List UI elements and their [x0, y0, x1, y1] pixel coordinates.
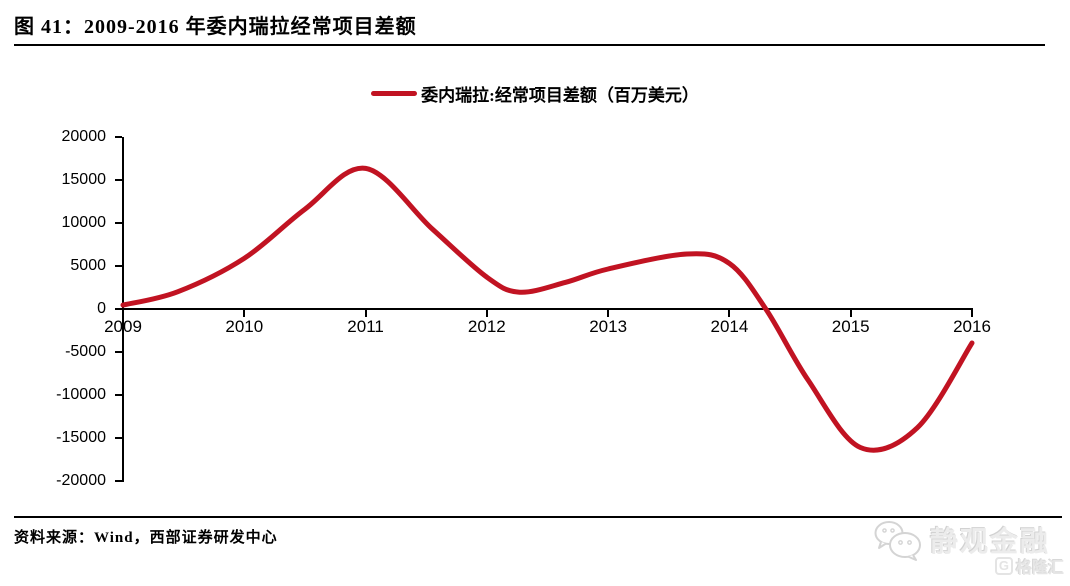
x-axis-tick — [607, 310, 610, 317]
x-axis-tick-label: 2016 — [953, 317, 991, 336]
x-axis-tick — [485, 310, 488, 317]
y-axis-tick — [115, 437, 122, 439]
x-axis-tick-label: 2014 — [710, 317, 749, 336]
y-axis-tick — [115, 265, 122, 267]
gelonghui-logo-icon: G — [994, 557, 1013, 575]
y-axis-tick — [115, 308, 122, 310]
y-axis-tick-label: 5000 — [70, 257, 106, 274]
y-axis-tick-label: 10000 — [61, 214, 107, 231]
y-axis-tick-label: -5000 — [65, 343, 106, 360]
y-axis-tick-label: 0 — [97, 300, 106, 317]
x-axis-tick-label: 2015 — [831, 317, 870, 336]
y-axis-tick — [115, 480, 122, 482]
figure-title: 图 41：2009-2016 年委内瑞拉经常项目差额 — [14, 16, 417, 38]
data-source-note: 资料来源：Wind，西部证券研发中心 — [14, 530, 278, 546]
x-axis-tick-label: 2013 — [589, 317, 628, 336]
y-axis-tick — [115, 222, 122, 224]
y-axis-tick-label: 20000 — [61, 128, 107, 145]
y-axis-tick — [115, 394, 122, 396]
x-axis-tick — [971, 310, 973, 317]
brand-watermark-text: 静观金融 — [930, 527, 1051, 558]
y-axis-tick-label: 15000 — [61, 171, 107, 188]
y-axis-tick — [115, 351, 122, 353]
platform-watermark-text: 格隆汇 — [1015, 560, 1064, 577]
chart-legend: 委内瑞拉:经常项目差额（百万美元） — [0, 80, 1070, 106]
footer-divider — [14, 516, 1062, 518]
legend-line-marker — [371, 90, 418, 96]
x-axis-tick-label: 2010 — [225, 317, 264, 336]
y-axis-tick — [115, 136, 122, 138]
y-axis-tick — [115, 179, 122, 181]
legend-series-label: 委内瑞拉:经常项目差额（百万美元） — [421, 85, 699, 105]
x-axis-line — [122, 308, 973, 310]
x-axis-tick-label: 2012 — [467, 317, 506, 336]
y-axis-tick-label: -10000 — [56, 386, 106, 403]
brand-watermark: 静观金融 — [872, 518, 1062, 562]
title-divider — [14, 44, 1045, 46]
platform-watermark: G 格隆汇 — [994, 554, 1064, 578]
y-axis-tick-label: -15000 — [56, 429, 106, 446]
x-axis-tick-label: 2009 — [104, 317, 142, 336]
x-axis-tick — [849, 310, 852, 317]
y-axis-tick-label: -20000 — [56, 472, 106, 489]
x-axis-tick — [728, 310, 731, 317]
x-axis-tick-label: 2011 — [347, 317, 384, 336]
x-axis-tick — [364, 310, 367, 317]
wechat-icon — [874, 521, 921, 561]
x-axis-tick — [243, 310, 246, 317]
